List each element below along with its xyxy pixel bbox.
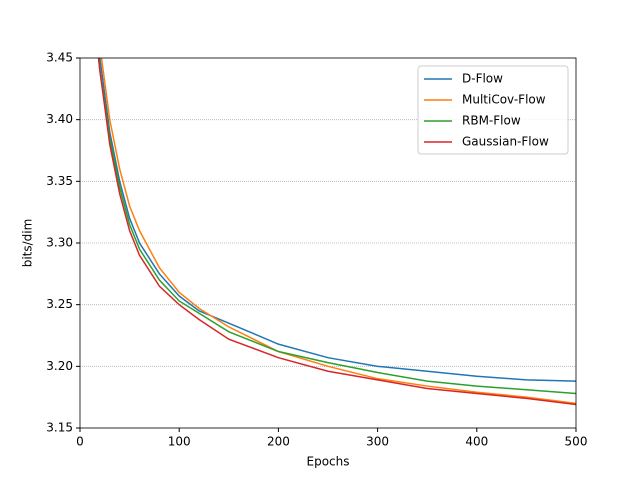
x-tick-label: 200 <box>267 435 290 449</box>
plot-frame <box>79 57 577 429</box>
y-tick-label: 3.40 <box>46 112 73 126</box>
y-axis-label: bits/dim <box>21 219 35 268</box>
legend-box <box>417 65 569 155</box>
legend-label: MultiCov-Flow <box>462 93 546 107</box>
x-tick-label: 0 <box>76 435 84 449</box>
y-tick-label: 3.35 <box>46 174 73 188</box>
y-tick-label: 3.45 <box>46 51 73 65</box>
plot-lines <box>97 58 576 406</box>
y-tick-label: 3.20 <box>46 359 73 373</box>
series-line <box>97 58 576 406</box>
x-axis-label: Epochs <box>307 455 350 469</box>
legend-label: RBM-Flow <box>462 114 521 128</box>
y-tick-label: 3.15 <box>46 421 73 435</box>
x-tick-label: 400 <box>465 435 488 449</box>
series-line <box>100 58 576 405</box>
y-tick-label: 3.25 <box>46 297 73 311</box>
y-tick-label: 3.30 <box>46 236 73 250</box>
legend-label: Gaussian-Flow <box>462 135 549 149</box>
x-tick-label: 500 <box>565 435 588 449</box>
x-tick-label: 300 <box>366 435 389 449</box>
x-tick-label: 100 <box>168 435 191 449</box>
series-line <box>97 58 576 395</box>
legend-label: D-Flow <box>462 72 503 86</box>
series-line <box>99 58 576 382</box>
